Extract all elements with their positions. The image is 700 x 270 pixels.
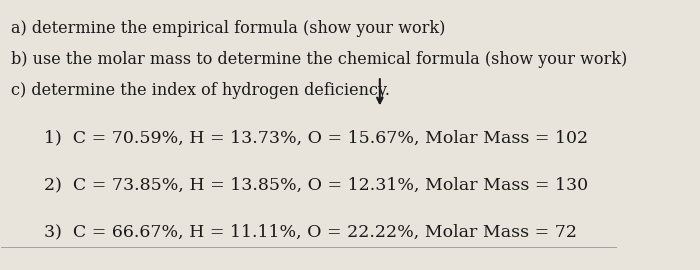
Text: 3)  C = 66.67%, H = 11.11%, O = 22.22%, Molar Mass = 72: 3) C = 66.67%, H = 11.11%, O = 22.22%, M… [45,223,577,240]
Text: b) use the molar mass to determine the chemical formula (show your work): b) use the molar mass to determine the c… [10,51,627,68]
Text: a) determine the empirical formula (show your work): a) determine the empirical formula (show… [10,20,445,37]
Text: c) determine the index of hydrogen deficiency.: c) determine the index of hydrogen defic… [10,82,390,99]
Text: 1)  C = 70.59%, H = 13.73%, O = 15.67%, Molar Mass = 102: 1) C = 70.59%, H = 13.73%, O = 15.67%, M… [45,130,589,147]
Text: 2)  C = 73.85%, H = 13.85%, O = 12.31%, Molar Mass = 130: 2) C = 73.85%, H = 13.85%, O = 12.31%, M… [45,176,589,193]
